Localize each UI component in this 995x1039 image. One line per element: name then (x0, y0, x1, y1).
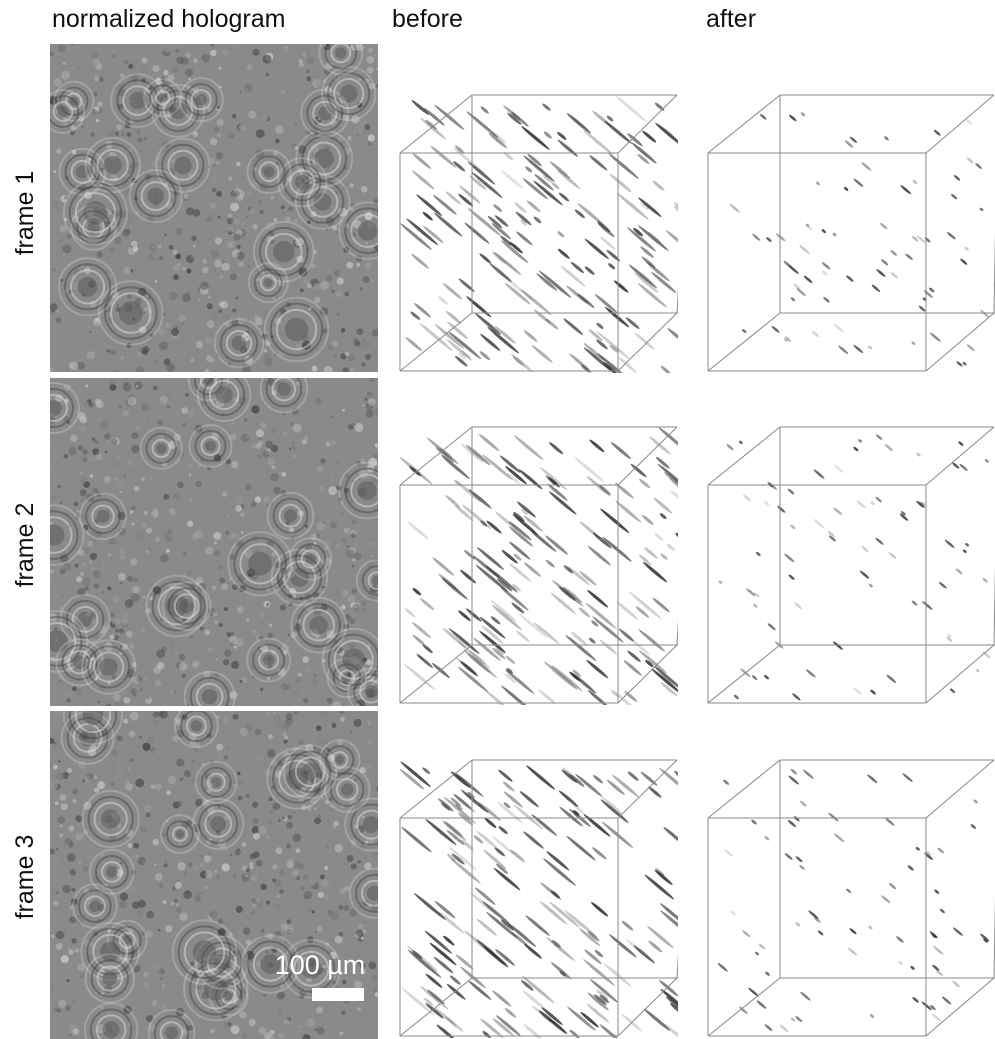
column-header-before: before (392, 5, 463, 33)
hologram-image-frame-3 (50, 711, 378, 1039)
scale-bar (312, 988, 364, 1001)
hologram-image-frame-1 (50, 44, 378, 372)
reconstruction-after-frame-2 (707, 426, 995, 704)
row-label-frame-2: frame 2 (11, 502, 39, 588)
reconstruction-after-frame-3 (707, 759, 995, 1037)
reconstruction-before-frame-3 (399, 759, 678, 1038)
reconstruction-before-frame-1 (399, 94, 678, 373)
column-header-after: after (706, 5, 757, 33)
scale-bar-label: 100 µm (274, 950, 366, 980)
column-header-hologram: normalized hologram (52, 5, 286, 33)
row-label-frame-3: frame 3 (11, 834, 39, 920)
hologram-image-frame-2 (50, 378, 378, 706)
reconstruction-after-frame-1 (707, 94, 995, 372)
reconstruction-before-frame-2 (399, 426, 678, 705)
row-label-frame-1: frame 1 (11, 170, 39, 256)
